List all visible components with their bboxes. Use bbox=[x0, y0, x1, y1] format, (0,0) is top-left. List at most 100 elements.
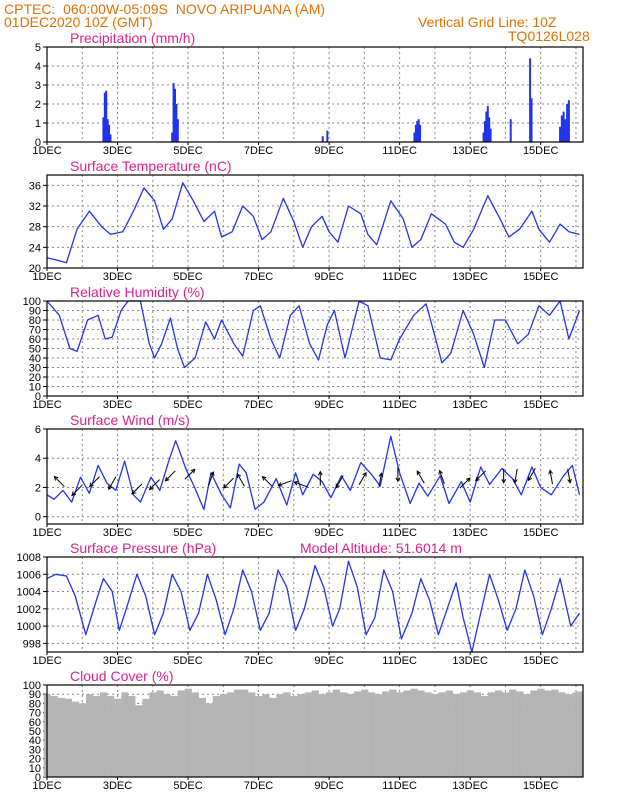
wind-arrow bbox=[277, 480, 292, 487]
x-tick-label: 7DEC bbox=[244, 655, 273, 667]
wind-arrow-head bbox=[261, 475, 267, 481]
cloud-bar bbox=[396, 692, 404, 777]
precip-bar bbox=[530, 98, 533, 142]
y-tick-label: 10 bbox=[29, 763, 41, 775]
x-tick-label: 13DEC bbox=[452, 780, 488, 792]
y-tick-label: 20 bbox=[29, 754, 41, 766]
x-tick-label: 15DEC bbox=[523, 780, 559, 792]
cloud-bar bbox=[163, 694, 171, 777]
wind-arrow bbox=[438, 469, 445, 484]
wind-arrow-head bbox=[108, 485, 113, 491]
cloud-bar bbox=[128, 696, 136, 777]
wind-arrow-head bbox=[236, 473, 242, 479]
cloud-bar bbox=[368, 692, 376, 777]
wind-frame bbox=[46, 428, 584, 525]
y-tick-label: 1006 bbox=[17, 569, 41, 581]
y-tick-label: 998 bbox=[23, 638, 41, 650]
cloud-bar bbox=[304, 692, 312, 777]
x-tick-label: 9DEC bbox=[314, 527, 343, 539]
temp-frame bbox=[46, 174, 584, 269]
wind-arrow-shaft bbox=[89, 476, 100, 487]
y-tick-label: 0 bbox=[35, 512, 41, 524]
wind-arrow bbox=[317, 470, 323, 486]
cloud-bar bbox=[283, 692, 291, 777]
wind-arrow bbox=[395, 467, 401, 483]
wind-arrow-shaft bbox=[549, 470, 553, 485]
wind-arrow bbox=[236, 473, 245, 487]
wind-arrow-head bbox=[335, 483, 340, 489]
cloud-bar bbox=[311, 690, 319, 777]
cloud-bar bbox=[212, 696, 221, 777]
cloud-bar bbox=[410, 688, 418, 777]
x-tick-label: 13DEC bbox=[452, 399, 488, 411]
header-datetime: 01DEC2020 10Z (GMT) bbox=[4, 14, 153, 30]
wind-arrow bbox=[513, 468, 518, 484]
x-tick-label: 15DEC bbox=[523, 271, 559, 283]
wind-arrow bbox=[148, 479, 160, 491]
wind-arrow-shaft bbox=[262, 476, 273, 487]
cloud-bar bbox=[382, 691, 390, 777]
wind-arrow-shaft bbox=[278, 480, 292, 486]
cloud-bar bbox=[332, 689, 341, 777]
y-tick-label: 70 bbox=[29, 325, 41, 337]
x-tick-label: 13DEC bbox=[452, 527, 488, 539]
precip-bar bbox=[566, 104, 569, 142]
x-tick-label: 1DEC bbox=[32, 655, 61, 667]
wind-arrow-head bbox=[293, 481, 299, 486]
precip-bar bbox=[102, 117, 105, 142]
temp-panel: 20 24 28 32 36 1DEC 3DEC 5DEC 7DEC 9DEC 11DEC 13DEC… bbox=[29, 158, 584, 283]
wind-arrow-shaft bbox=[475, 470, 487, 482]
wind-arrow-head bbox=[53, 475, 59, 481]
y-tick-label: 0 bbox=[35, 391, 41, 403]
x-tick-label: 9DEC bbox=[314, 780, 343, 792]
cloud-bar bbox=[346, 694, 355, 777]
x-tick-label: 3DEC bbox=[103, 527, 132, 539]
wind-arrow bbox=[222, 477, 234, 489]
precip-bar bbox=[175, 104, 178, 142]
cloud-bar bbox=[93, 696, 101, 777]
wind-arrow-head bbox=[277, 482, 283, 487]
y-tick-label: 2 bbox=[35, 482, 41, 494]
y-tick-label: 80 bbox=[29, 698, 41, 710]
wind-arrow-head bbox=[527, 476, 533, 482]
y-tick-label: 4 bbox=[35, 453, 41, 465]
precip-bar bbox=[417, 119, 420, 142]
precip-bar bbox=[176, 119, 179, 142]
wind-arrow-head bbox=[164, 476, 170, 482]
wind-arrow-shaft bbox=[184, 469, 196, 480]
x-tick-label: 9DEC bbox=[314, 399, 343, 411]
cloud-bar bbox=[537, 688, 545, 777]
cloud-bar bbox=[248, 692, 256, 777]
x-tick-label: 1DEC bbox=[32, 145, 61, 157]
precip-bar bbox=[509, 119, 512, 142]
cloud-bar bbox=[241, 689, 249, 777]
cloud-bar bbox=[269, 697, 277, 777]
cloud-bar bbox=[530, 690, 538, 777]
x-tick-label: 11DEC bbox=[382, 527, 417, 539]
wind-arrow-shaft bbox=[459, 477, 471, 489]
temp-title: Surface Temperature (nC) bbox=[70, 158, 232, 174]
cloud-bar bbox=[361, 689, 369, 777]
wind-arrow-shaft bbox=[165, 470, 176, 482]
precip-bar bbox=[482, 132, 485, 142]
cloud-bar bbox=[487, 692, 496, 777]
cloud-bar bbox=[205, 703, 214, 777]
cloud-bar bbox=[57, 697, 65, 777]
cloud-bar bbox=[544, 690, 552, 777]
wind-arrow-head bbox=[210, 471, 215, 477]
wind-arrow bbox=[378, 472, 384, 488]
wind-arrow-head bbox=[131, 489, 136, 495]
y-tick-label: 1 bbox=[35, 118, 41, 130]
cloud-frame bbox=[46, 684, 584, 778]
wind-arrow bbox=[475, 470, 487, 482]
precip-bar bbox=[419, 124, 422, 142]
wind-arrow-head bbox=[71, 491, 77, 497]
wind-arrow-head bbox=[378, 472, 384, 478]
y-tick-label: 90 bbox=[29, 306, 41, 318]
cloud-bar bbox=[318, 694, 326, 777]
cloud-bar bbox=[558, 692, 566, 777]
press-subtitle: Model Altitude: 51.6014 m bbox=[300, 540, 462, 556]
y-tick-label: 50 bbox=[29, 726, 41, 738]
precip-panel: 0 1 2 3 4 5 1DEC 3DEC 5DEC 7DEC 9DEC 11DEC 13DEC 15DE… bbox=[32, 30, 584, 157]
